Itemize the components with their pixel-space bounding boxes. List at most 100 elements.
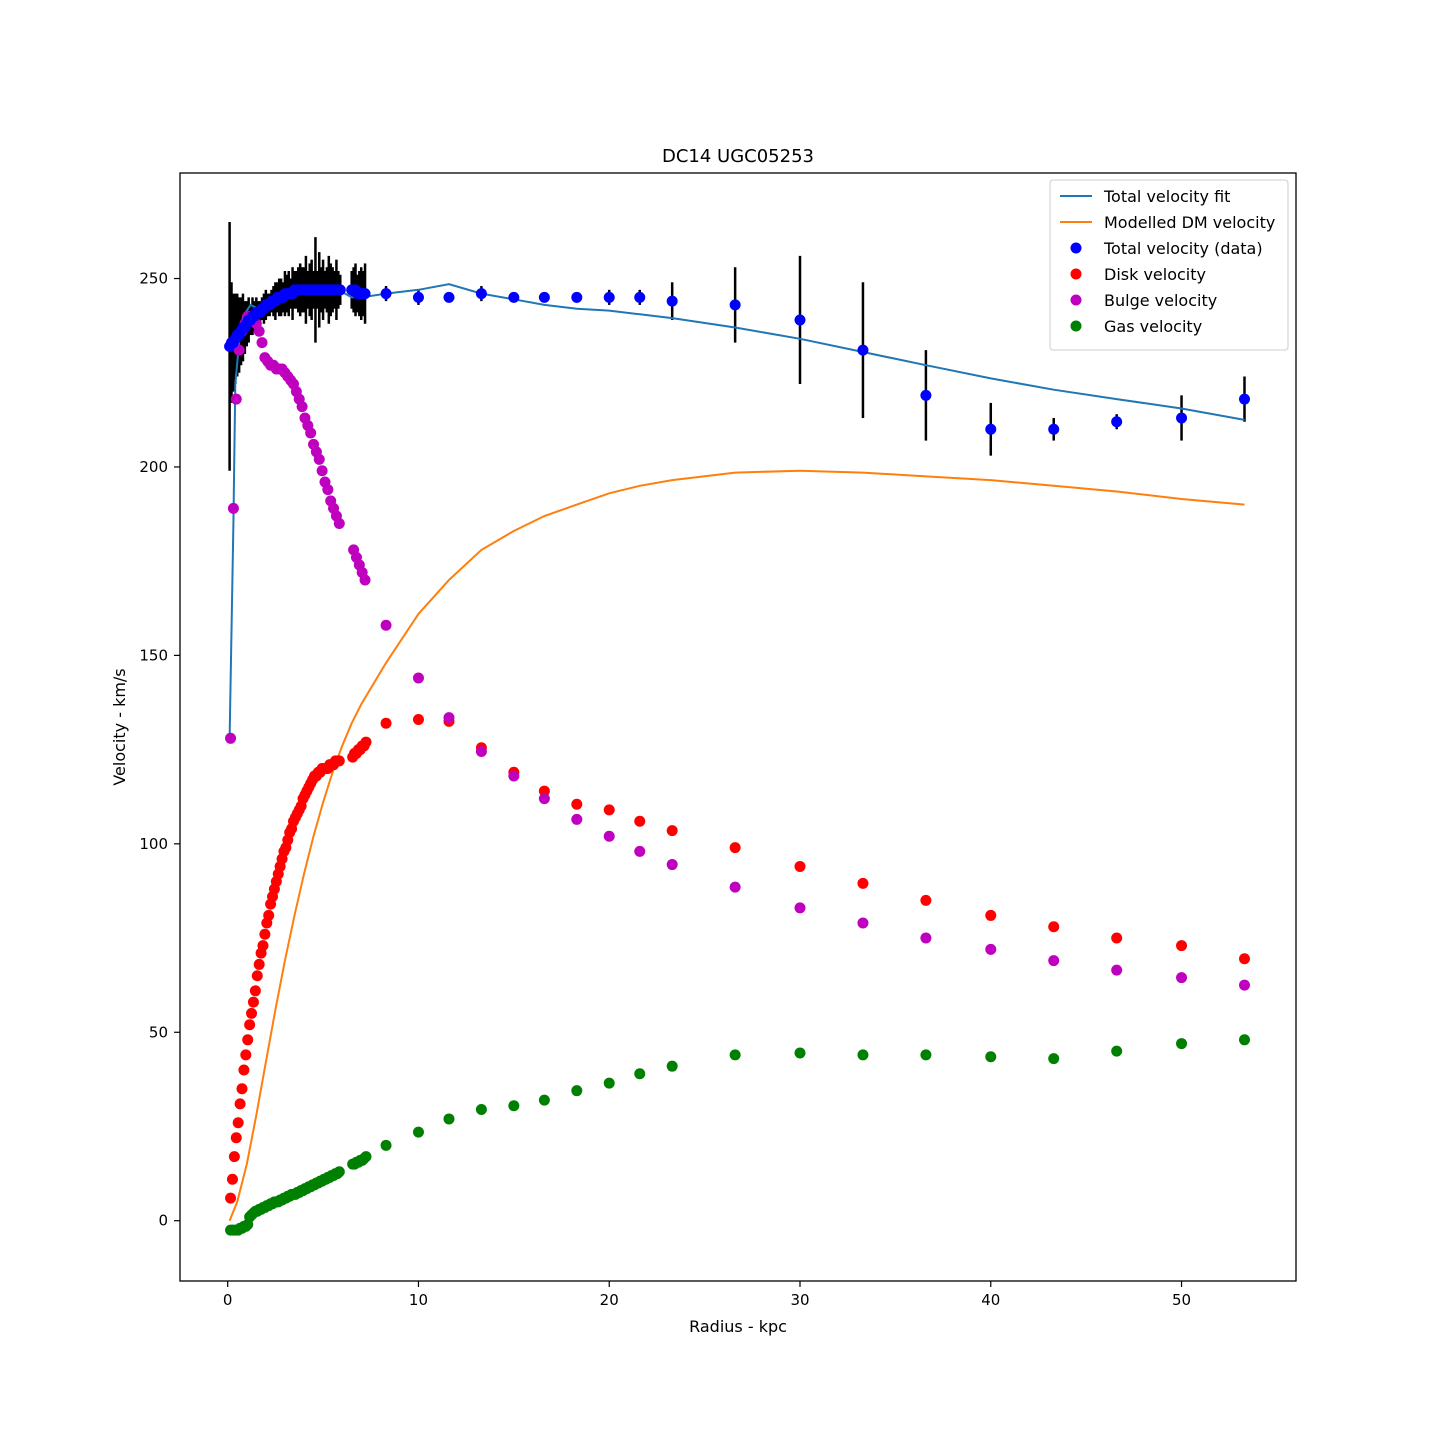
disk-velocity-point — [259, 928, 271, 940]
x-axis-label: Radius - kpc — [689, 1317, 787, 1336]
bulge-velocity-point — [316, 465, 328, 477]
gas-velocity-point — [729, 1049, 741, 1061]
bulge-velocity-point — [794, 902, 806, 914]
disk-velocity-point — [571, 798, 583, 810]
disk-velocity-point — [333, 755, 345, 767]
total-velocity-point — [475, 288, 487, 300]
bulge-velocity-point — [1111, 964, 1123, 976]
disk-velocity-point — [857, 877, 869, 889]
bulge-velocity-point — [538, 793, 550, 805]
disk-velocity-point — [234, 1098, 246, 1110]
bulge-velocity-point — [1238, 979, 1250, 991]
total-velocity-point — [857, 344, 869, 356]
disk-velocity-point — [985, 909, 997, 921]
disk-velocity-point — [251, 970, 263, 982]
legend-label: Gas velocity — [1104, 317, 1202, 336]
y-axis-label: Velocity - km/s — [110, 668, 129, 785]
bulge-velocity-point — [227, 502, 239, 514]
bulge-velocity-point — [729, 881, 741, 893]
gas-velocity-point — [857, 1049, 869, 1061]
total-velocity-point — [794, 314, 806, 326]
bulge-velocity-point — [233, 344, 245, 356]
chart-title: DC14 UGC05253 — [662, 146, 814, 167]
disk-velocity-point — [228, 1151, 240, 1163]
bulge-velocity-point — [857, 917, 869, 929]
disk-velocity-point — [263, 909, 275, 921]
gas-velocity-point — [475, 1104, 487, 1116]
bulge-velocity-point — [634, 845, 646, 857]
disk-velocity-point — [1048, 921, 1060, 933]
bulge-velocity-point — [603, 830, 615, 842]
gas-velocity-point — [985, 1051, 997, 1063]
total-velocity-point — [603, 291, 615, 303]
y-axis: 0 50 100 150 200 250 — [139, 270, 180, 1230]
total-velocity-point — [538, 291, 550, 303]
x-tick-label: 40 — [981, 1291, 1000, 1309]
gas-velocity-point — [508, 1100, 520, 1112]
gas-velocity-point — [1111, 1045, 1123, 1057]
disk-velocity-point — [380, 717, 392, 729]
x-tick-label: 10 — [409, 1291, 428, 1309]
bulge-velocity-point — [666, 859, 678, 871]
disk-velocity-point — [729, 842, 741, 854]
disk-velocity-point — [249, 985, 261, 997]
total-velocity-point — [1176, 412, 1188, 424]
legend-label: Bulge velocity — [1104, 291, 1217, 310]
x-tick-label: 0 — [223, 1291, 233, 1309]
legend-marker-swatch — [1070, 320, 1082, 332]
bulge-velocity-point — [1176, 972, 1188, 984]
total-velocity-point — [412, 291, 424, 303]
legend-marker-swatch — [1070, 294, 1082, 306]
legend-marker-swatch — [1070, 268, 1082, 280]
disk-velocity-point — [246, 1007, 258, 1019]
dm-velocity-line — [228, 469, 1245, 1222]
disk-velocity-point — [360, 736, 372, 748]
bulge-velocity-point — [230, 393, 242, 405]
legend: Total velocity fit Modelled DM velocity To… — [1049, 179, 1289, 351]
bulge-velocity-point — [920, 932, 932, 944]
legend-label: Total velocity fit — [1103, 187, 1230, 206]
total-velocity-point — [380, 288, 392, 300]
gas-velocity-point — [360, 1151, 372, 1163]
total-velocity-point — [729, 299, 741, 311]
disk-velocity-point — [1111, 932, 1123, 944]
gas-velocity-point — [333, 1166, 345, 1178]
bulge-velocity-point — [508, 770, 520, 782]
disk-velocity-point — [226, 1173, 238, 1185]
gas-velocity-point — [920, 1049, 932, 1061]
disk-velocity-point — [238, 1064, 250, 1076]
x-axis: 0 10 20 30 40 50 — [223, 1281, 1191, 1309]
disk-velocity-point — [666, 825, 678, 837]
gas-velocity-point — [1176, 1038, 1188, 1050]
total-velocity-point — [985, 423, 997, 435]
legend-marker-swatch — [1070, 242, 1082, 254]
bulge-velocity-point — [1048, 955, 1060, 967]
legend-label: Total velocity (data) — [1103, 239, 1263, 258]
disk-velocity-point — [242, 1034, 254, 1046]
gas-velocity-point — [634, 1068, 646, 1080]
disk-velocity-point — [232, 1117, 244, 1129]
legend-label: Disk velocity — [1104, 265, 1206, 284]
total-velocity-point — [508, 291, 520, 303]
y-tick-label: 100 — [139, 835, 168, 853]
bulge-velocity-point — [305, 427, 317, 439]
disk-velocity-point — [634, 815, 646, 827]
y-tick-label: 150 — [139, 646, 168, 664]
y-tick-label: 50 — [149, 1023, 168, 1041]
disk-velocity-point — [920, 894, 932, 906]
total-velocity-point — [1111, 416, 1123, 428]
legend-label: Modelled DM velocity — [1104, 213, 1275, 232]
gas-velocity-point — [1048, 1053, 1060, 1065]
gas-velocity-point — [794, 1047, 806, 1059]
gas-velocity-point — [380, 1139, 392, 1151]
disk-velocity-point — [1176, 940, 1188, 952]
disk-velocity-point — [236, 1083, 248, 1095]
total-velocity-point — [634, 291, 646, 303]
y-tick-label: 250 — [139, 270, 168, 288]
disk-velocity-point — [240, 1049, 252, 1061]
disk-velocity-point — [225, 1192, 237, 1204]
disk-velocity-point — [603, 804, 615, 816]
total-velocity-point — [1048, 423, 1060, 435]
gas-velocity-point — [571, 1085, 583, 1097]
